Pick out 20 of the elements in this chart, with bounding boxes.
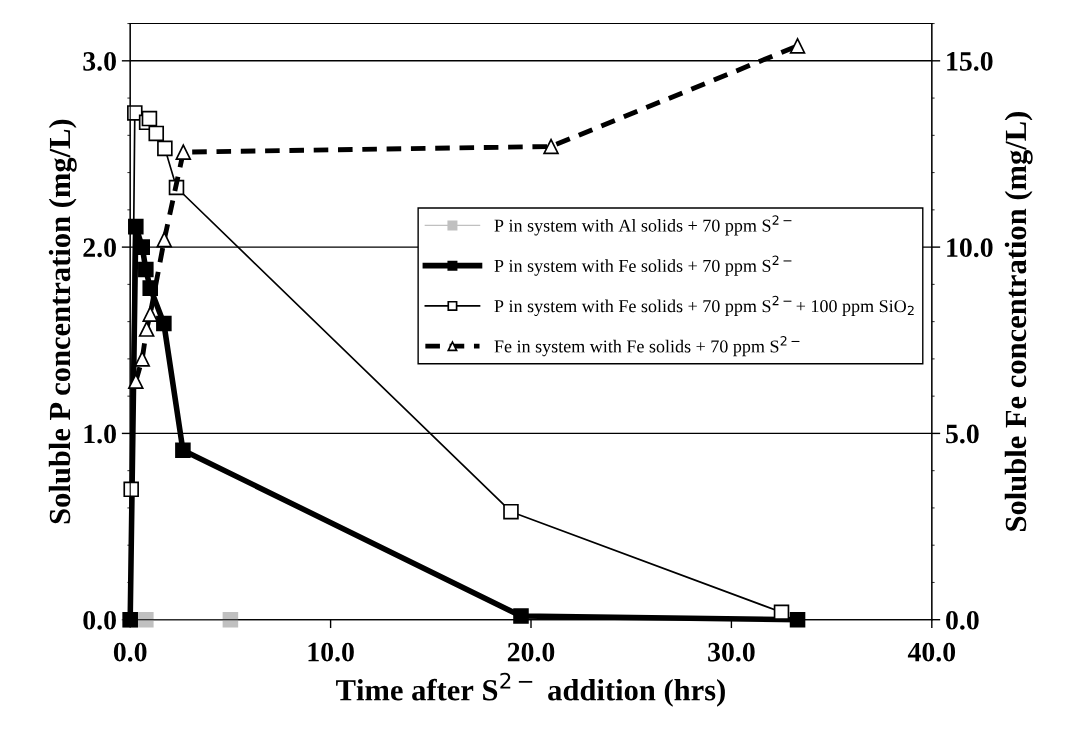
- legend-label: P in system with Fe solids + 70 ppm S$^{2−}$: [494, 255, 792, 276]
- x-axis-title: Time after S$^{2−}$ addition (hrs): [336, 672, 725, 707]
- y2-tick-label: 0.0: [946, 610, 979, 630]
- x-tick-label: 10.0: [308, 642, 354, 662]
- y-axis-title: Soluble P concentration (mg/L): [48, 119, 77, 524]
- y-tick-label: 3.0: [83, 51, 116, 71]
- y-tick-label: 1.0: [84, 424, 116, 444]
- x-tick-label: 20.0: [507, 642, 555, 662]
- y-tick-label: 2.0: [83, 238, 116, 258]
- legend-label: P in system with Fe solids + 70 ppm S$^{2−}$+ 100 ppm SiO$_{2}$: [494, 295, 914, 316]
- y2-axis-title: Soluble Fe concentration (mg/L): [1004, 112, 1033, 531]
- x-tick-label: 40.0: [907, 642, 956, 662]
- y2-tick-label: 15.0: [947, 51, 993, 71]
- x-tick-label: 30.0: [708, 642, 755, 662]
- y2-tick-label: 10.0: [947, 238, 993, 258]
- legend-label: P in system with Al solids + 70 ppm S$^{2−}$: [494, 215, 792, 236]
- y2-tick-label: 5.0: [946, 424, 979, 444]
- y-tick-label: 0.0: [83, 610, 116, 630]
- legend-label: Fe in system with Fe solids + 70 ppm S$^{2−}$: [494, 336, 800, 357]
- x-tick-label: 0.0: [113, 642, 147, 662]
